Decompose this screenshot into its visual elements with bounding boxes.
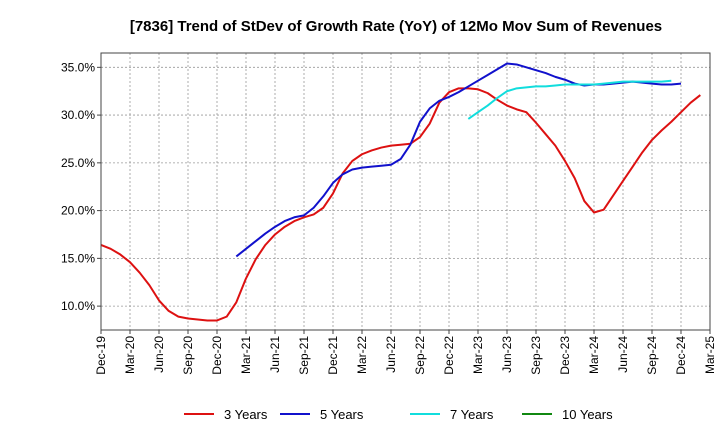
series-line-3-years — [100, 87, 701, 322]
x-tick-label: Mar-22 — [355, 336, 369, 374]
x-tick-label: Dec-19 — [94, 336, 108, 375]
legend: 3 Years 5 Years 7 Years 10 Years — [184, 407, 613, 422]
x-tick-label: Mar-25 — [703, 336, 717, 374]
y-tick-label: 25.0% — [61, 156, 95, 170]
x-axis: Dec-19 Mar-20 Jun-20 Sep-20 Dec-20 Mar-21 Jun-… — [94, 330, 717, 375]
legend-label-10-years: 10 Years — [562, 407, 613, 422]
series-lines — [100, 62, 701, 322]
series-line-7-years — [467, 79, 672, 120]
y-tick-label: 20.0% — [61, 204, 95, 218]
x-tick-label: Jun-22 — [384, 336, 398, 373]
x-tick-label: Dec-23 — [558, 336, 572, 375]
x-tick-label: Dec-24 — [674, 336, 688, 375]
x-tick-label: Sep-22 — [413, 336, 427, 375]
x-tick-label: Dec-20 — [210, 336, 224, 375]
x-tick-label: Jun-20 — [152, 336, 166, 373]
x-tick-label: Sep-21 — [297, 336, 311, 375]
x-tick-label: Mar-20 — [123, 336, 137, 374]
y-tick-label: 35.0% — [61, 60, 95, 74]
x-tick-label: Mar-24 — [587, 336, 601, 374]
x-tick-label: Sep-24 — [645, 336, 659, 375]
y-axis: 10.0% 15.0% 20.0% 25.0% 30.0% 35.0% — [61, 60, 101, 313]
x-tick-label: Dec-22 — [442, 336, 456, 375]
grid — [100, 53, 711, 330]
y-tick-label: 30.0% — [61, 108, 95, 122]
plot-border — [100, 52, 711, 331]
x-tick-label: Dec-21 — [326, 336, 340, 375]
chart-title: [7836] Trend of StDev of Growth Rate (Yo… — [130, 18, 662, 35]
x-tick-label: Sep-20 — [181, 336, 195, 375]
x-tick-label: Jun-23 — [500, 336, 514, 373]
x-tick-label: Mar-21 — [239, 336, 253, 374]
x-tick-label: Mar-23 — [471, 336, 485, 374]
y-tick-label: 15.0% — [61, 251, 95, 265]
plot-area — [101, 53, 710, 330]
x-tick-label: Jun-24 — [616, 336, 630, 373]
legend-label-3-years: 3 Years — [224, 407, 268, 422]
y-tick-label: 10.0% — [61, 299, 95, 313]
legend-label-7-years: 7 Years — [450, 407, 494, 422]
x-tick-label: Jun-21 — [268, 336, 282, 373]
x-tick-label: Sep-23 — [529, 336, 543, 375]
legend-label-5-years: 5 Years — [320, 407, 364, 422]
